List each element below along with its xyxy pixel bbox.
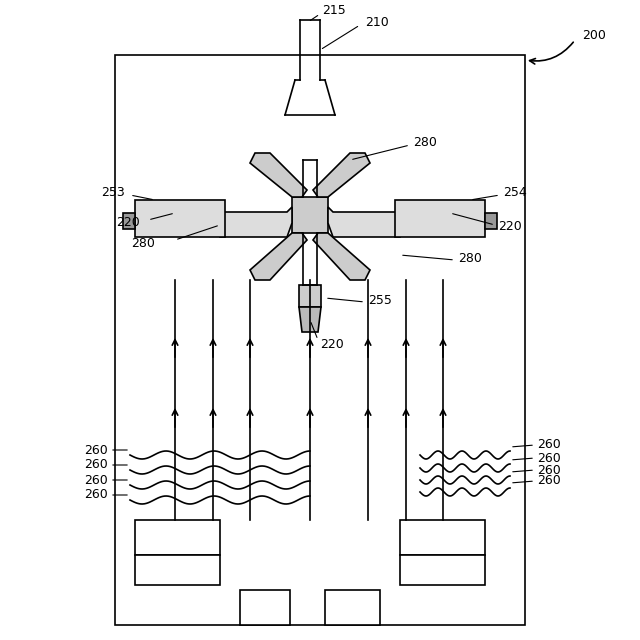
Bar <box>240 590 290 625</box>
Text: 200: 200 <box>582 29 606 42</box>
Polygon shape <box>299 307 321 332</box>
Polygon shape <box>299 285 321 307</box>
Text: 280: 280 <box>458 252 482 264</box>
Text: 220: 220 <box>116 216 140 228</box>
Text: 260: 260 <box>537 451 561 465</box>
Bar <box>485 213 497 229</box>
Polygon shape <box>250 153 307 197</box>
Polygon shape <box>395 200 485 237</box>
Text: 280: 280 <box>413 136 437 148</box>
Bar <box>400 555 485 585</box>
Text: 220: 220 <box>320 337 344 351</box>
Text: 220: 220 <box>498 220 522 232</box>
Text: 260: 260 <box>537 463 561 477</box>
Text: 210: 210 <box>365 15 388 29</box>
Text: 255: 255 <box>368 294 392 307</box>
Polygon shape <box>313 153 370 197</box>
Text: 260: 260 <box>84 488 108 502</box>
Bar <box>325 590 380 625</box>
Text: 260: 260 <box>537 474 561 488</box>
Text: 260: 260 <box>84 458 108 472</box>
Polygon shape <box>328 207 400 237</box>
Text: 280: 280 <box>131 237 155 250</box>
Bar <box>400 520 485 555</box>
Bar <box>135 555 220 585</box>
Polygon shape <box>250 233 307 280</box>
Bar <box>135 520 220 555</box>
Polygon shape <box>292 197 328 233</box>
Text: 215: 215 <box>322 3 346 17</box>
Text: 254: 254 <box>503 186 527 198</box>
Text: 260: 260 <box>84 444 108 456</box>
Text: 260: 260 <box>537 438 561 451</box>
Polygon shape <box>220 207 292 237</box>
Bar <box>123 213 135 229</box>
Text: 253: 253 <box>101 186 125 198</box>
Polygon shape <box>135 200 225 237</box>
Text: 260: 260 <box>84 474 108 486</box>
Polygon shape <box>313 233 370 280</box>
